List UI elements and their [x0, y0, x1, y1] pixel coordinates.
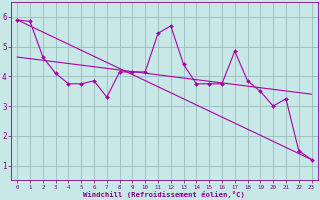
X-axis label: Windchill (Refroidissement éolien,°C): Windchill (Refroidissement éolien,°C) [84, 191, 245, 198]
